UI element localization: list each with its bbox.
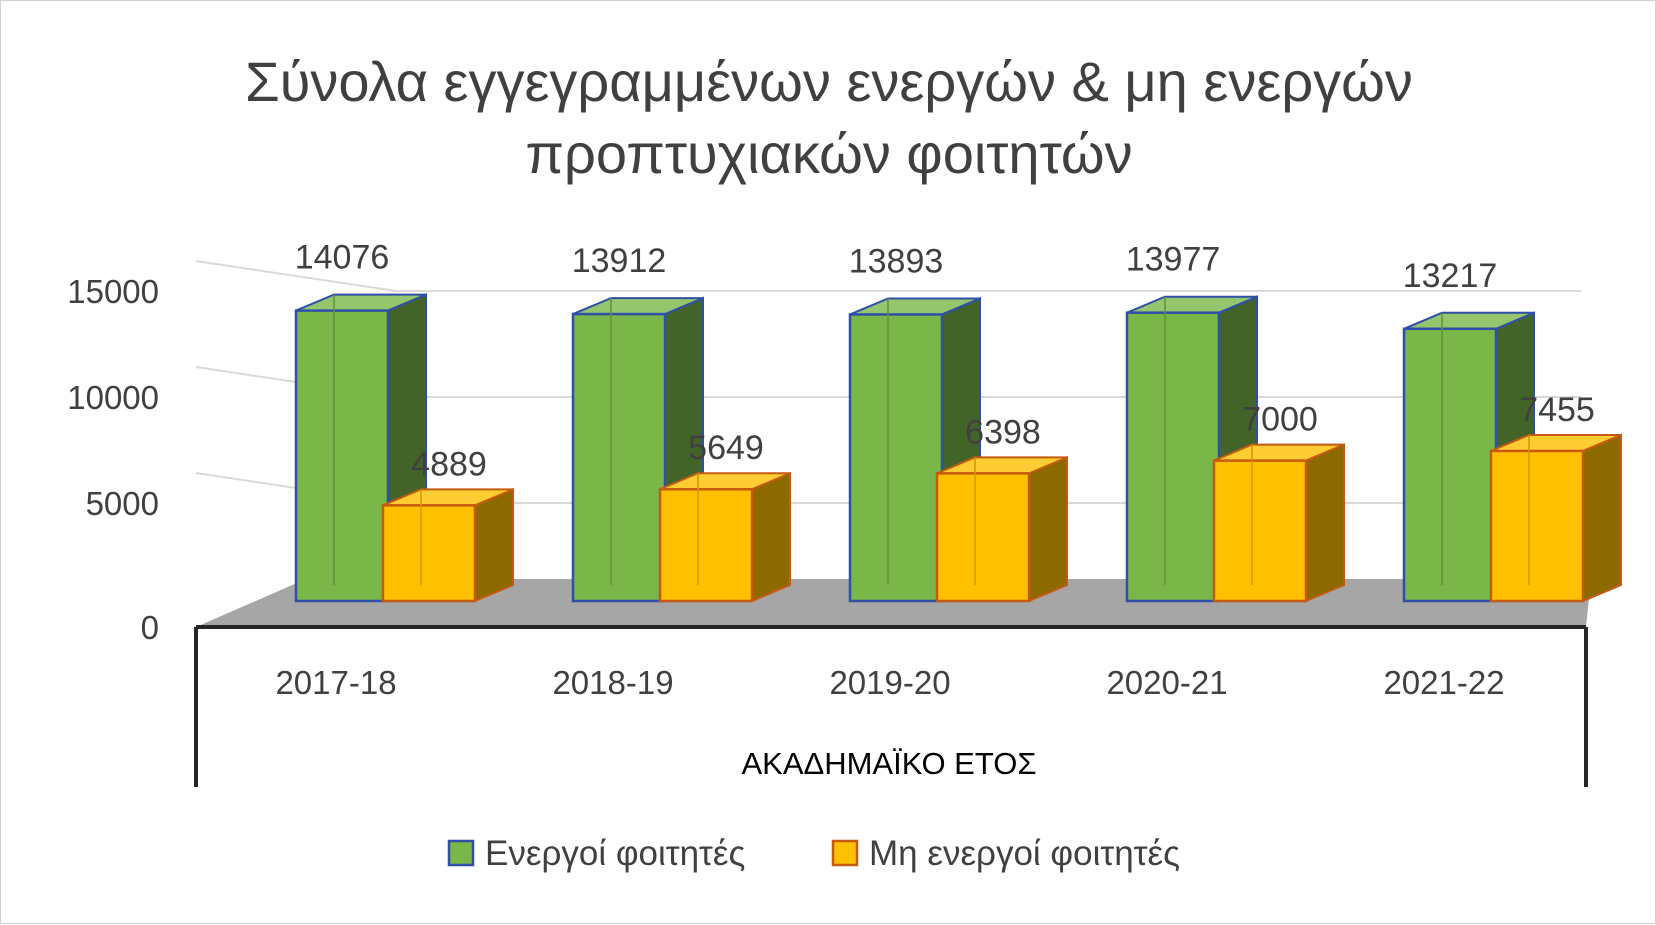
data-label: 13912 (572, 242, 667, 280)
bar-1-1 (658, 471, 791, 603)
data-label: 4889 (411, 445, 487, 483)
data-label: 13893 (849, 242, 944, 280)
x-tick-label: 2019-20 (829, 664, 950, 701)
bar-1-4 (1489, 433, 1622, 603)
legend-label: Ενεργοί φοιτητές (485, 834, 745, 873)
y-tick-label: 15000 (67, 273, 159, 310)
y-tick-label: 10000 (67, 379, 159, 416)
data-label: 7000 (1242, 401, 1318, 439)
bar-side (1582, 433, 1622, 603)
bar-front (658, 487, 754, 603)
bar-side (751, 471, 791, 603)
data-label: 14076 (295, 239, 390, 277)
y-tick-label: 5000 (86, 485, 159, 522)
data-label: 13977 (1126, 241, 1221, 279)
data-label: 13217 (1403, 257, 1498, 295)
bars (294, 293, 1622, 603)
gridline (195, 260, 1581, 292)
y-tick-label: 0 (141, 609, 159, 646)
y-axis-ticks: 0 5000 10000 15000 (67, 273, 159, 646)
bar-front (1125, 311, 1221, 603)
legend-label: Μη ενεργοί φοιτητές (869, 834, 1180, 873)
x-axis-ticks: 2017-18 2018-19 2019-20 2020-21 2021-22 (275, 664, 1504, 701)
bar-1-0 (381, 487, 514, 603)
legend-swatch (447, 839, 475, 867)
data-label: 7455 (1519, 391, 1595, 429)
bar-1-3 (1212, 443, 1345, 603)
x-tick-label: 2021-22 (1383, 664, 1504, 701)
data-labels: 14076 4889 13912 5649 13893 6398 13977 7000 1321… (295, 239, 1595, 484)
bar-front (848, 313, 944, 603)
x-tick-label: 2018-19 (552, 664, 673, 701)
x-axis-title: ΑΚΑΔΗΜΑΪΚΟ ΕΤΟΣ (741, 746, 1036, 781)
chart-title: Σύνολα εγγεγραμμένων ενεργών & μη ενεργώ… (245, 50, 1413, 185)
bar-front (935, 472, 1031, 603)
x-tick-label: 2020-21 (1106, 664, 1227, 701)
legend-item: Ενεργοί φοιτητές (447, 834, 745, 873)
bar-front (1212, 459, 1308, 603)
legend: Ενεργοί φοιτητές Μη ενεργοί φοιτητές (447, 834, 1180, 873)
bar-side (474, 487, 514, 603)
bar-front (294, 309, 390, 603)
x-tick-label: 2017-18 (275, 664, 396, 701)
chart-title-line: προπτυχιακών φοιτητών (525, 122, 1132, 185)
bar-side (1028, 455, 1068, 603)
bar-front (381, 504, 477, 603)
x-axis (194, 625, 1588, 787)
bar-side (1305, 443, 1345, 603)
bar-front (1489, 449, 1585, 603)
bar-front (1402, 327, 1498, 603)
chart-title-line: Σύνολα εγγεγραμμένων ενεργών & μη ενεργώ… (245, 50, 1413, 113)
legend-item: Μη ενεργοί φοιτητές (831, 834, 1180, 873)
legend-swatch (831, 839, 859, 867)
data-label: 6398 (965, 413, 1041, 451)
bar-1-2 (935, 455, 1068, 603)
data-label: 5649 (688, 429, 764, 467)
bar-front (571, 312, 667, 603)
